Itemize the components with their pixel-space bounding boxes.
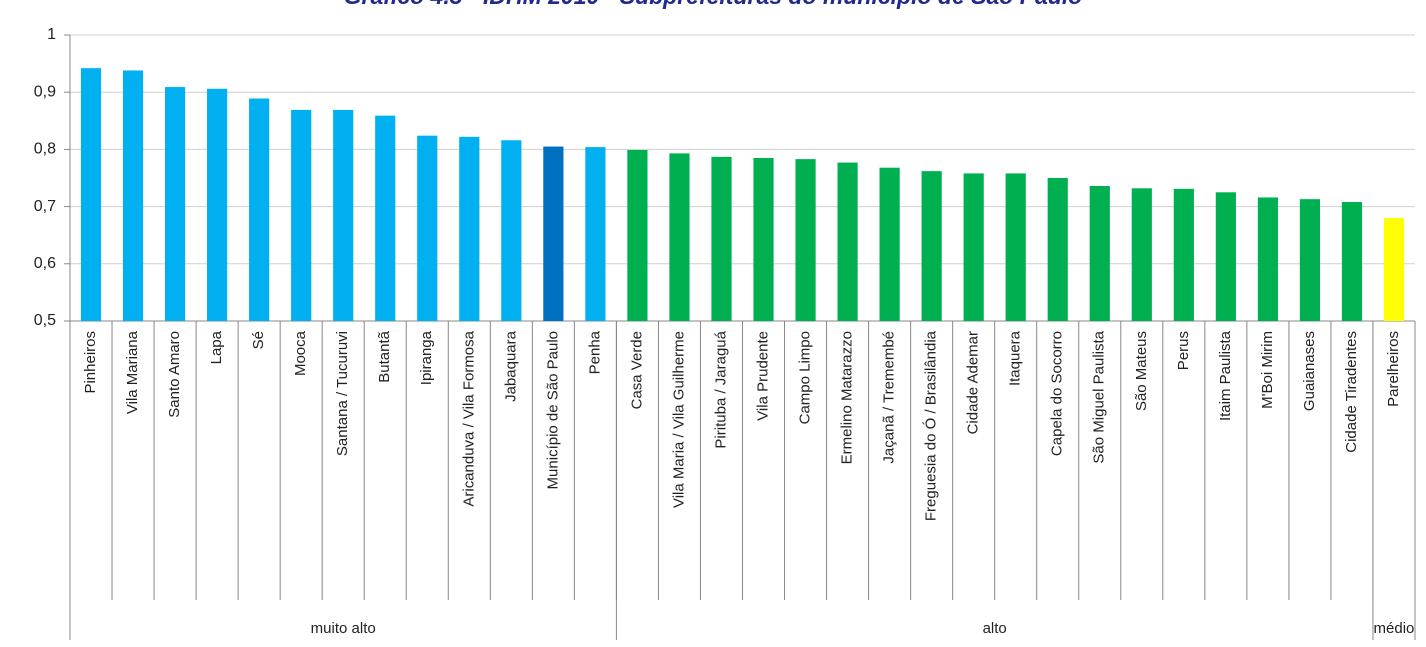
bar (963, 173, 984, 321)
x-tick-label: Vila Prudente (754, 331, 771, 421)
y-tick-label: 0,8 (34, 141, 56, 158)
x-tick-label: Pinheiros (82, 331, 99, 394)
x-tick-label: Itaim Paulista (1217, 330, 1234, 421)
x-tick-label: Perus (1175, 331, 1192, 370)
x-tick-label: Pirituba / Jaraguá (712, 330, 729, 448)
bar (207, 88, 228, 321)
bar (1299, 199, 1321, 321)
y-tick-label: 0,5 (34, 312, 56, 329)
x-tick-label: Vila Maria / Vila Guilherme (670, 331, 687, 508)
x-tick-label: Butantã (376, 330, 393, 382)
bar (1341, 202, 1363, 321)
x-tick-label: São Miguel Paulista (1091, 330, 1108, 463)
x-tick-label: Capela do Socorro (1049, 331, 1066, 456)
bar (164, 87, 186, 321)
bar (501, 140, 522, 321)
y-tick-label: 0,9 (34, 83, 56, 100)
bar (837, 162, 858, 321)
x-tick-label: Município de São Paulo (544, 331, 561, 489)
x-tick-label: Ipiranga (418, 330, 435, 385)
bar (459, 136, 480, 321)
bar (1215, 192, 1236, 321)
x-tick-label: Aricanduva / Vila Formosa (460, 330, 477, 506)
bar (879, 167, 900, 321)
bar (1257, 197, 1278, 321)
bar (291, 109, 312, 321)
x-tick-label: M'Boi Mirim (1259, 331, 1276, 409)
group-label: alto (983, 620, 1007, 637)
x-tick-label: Cidade Tiradentes (1343, 331, 1360, 453)
x-tick-label: Sé (250, 331, 267, 349)
group-label: médio (1374, 620, 1415, 637)
bar (80, 68, 102, 322)
bar (627, 149, 648, 321)
bar (921, 171, 942, 321)
x-tick-label: Ermelino Matarazzo (839, 331, 856, 464)
y-tick-label: 0,6 (34, 255, 56, 272)
bar (669, 153, 690, 321)
bar (543, 146, 564, 321)
bar (1383, 218, 1405, 321)
x-tick-label: Campo Limpo (797, 331, 814, 424)
x-tick-label: Jabaquara (502, 330, 519, 402)
bar (333, 109, 354, 321)
x-tick-label: Mooca (292, 330, 309, 376)
x-tick-label: Lapa (208, 330, 225, 364)
x-tick-label: Parelheiros (1385, 331, 1402, 407)
x-tick-label: Cidade Ademar (965, 331, 982, 434)
bar (1173, 188, 1194, 321)
y-tick-label: 0,7 (34, 198, 56, 215)
bar (711, 156, 732, 321)
bar (375, 115, 396, 321)
bar (795, 159, 816, 321)
x-tick-label: Santo Amaro (166, 331, 183, 418)
bar (1089, 186, 1110, 321)
x-tick-label: Jaçanã / Tremembé (881, 331, 898, 464)
y-tick-label: 1 (47, 26, 56, 43)
bar (122, 70, 144, 322)
x-tick-label: Casa Verde (628, 331, 645, 409)
group-label: muito alto (311, 620, 376, 637)
x-tick-label: Guaianases (1301, 331, 1318, 411)
x-tick-label: Itaquera (1007, 330, 1024, 386)
bar (753, 157, 774, 321)
x-tick-label: Vila Mariana (124, 330, 141, 414)
x-tick-label: Santana / Tucuruvi (334, 331, 351, 456)
chart-title: Gráfico 4.3 - IDHM 2010 - Subprefeituras… (344, 0, 1083, 9)
bar (417, 135, 438, 321)
x-tick-label: Freguesia do Ó / Brasilândia (923, 330, 940, 521)
x-tick-label: Penha (586, 330, 603, 374)
bar (1047, 178, 1068, 321)
bar (1005, 173, 1026, 321)
bar (1131, 188, 1152, 321)
bar (585, 147, 606, 321)
bar (249, 98, 270, 321)
x-tick-label: São Mateus (1133, 331, 1150, 411)
